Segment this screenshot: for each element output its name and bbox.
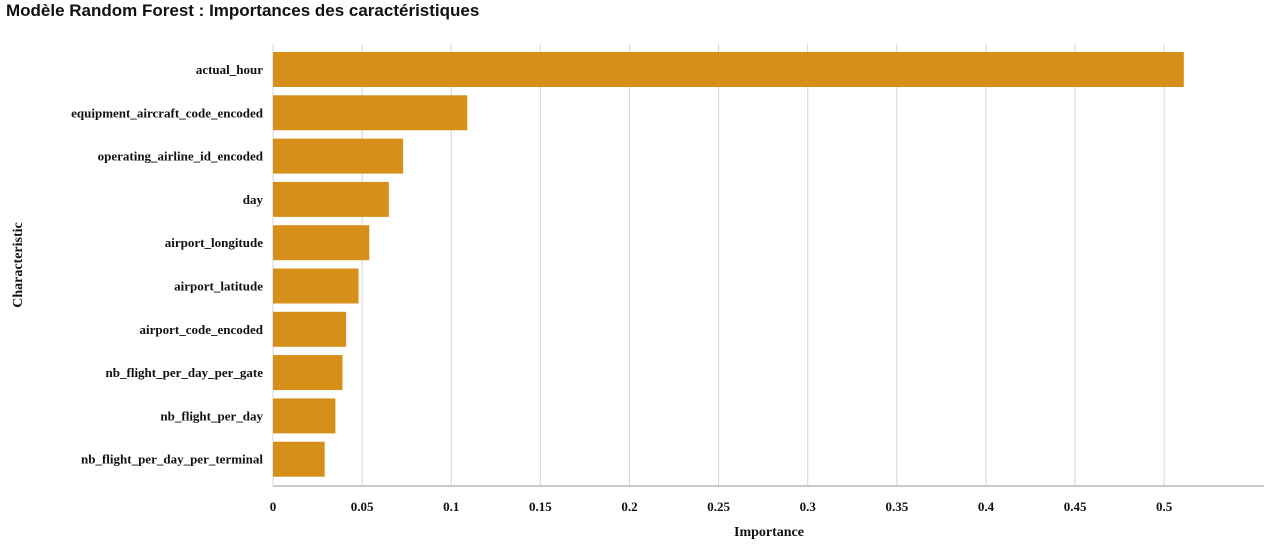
bar	[273, 52, 1184, 87]
category-label: nb_flight_per_day_per_terminal	[81, 452, 263, 467]
x-tick-label: 0.3	[800, 499, 817, 514]
bar	[273, 138, 404, 174]
category-label: airport_code_encoded	[140, 322, 264, 337]
bar	[273, 311, 347, 347]
x-tick-label: 0.35	[885, 499, 908, 514]
x-tick-label: 0.1	[443, 499, 459, 514]
bar	[273, 441, 325, 477]
x-tick-label: 0	[270, 499, 277, 514]
bar	[273, 268, 359, 304]
x-tick-label: 0.05	[351, 499, 374, 514]
category-label: equipment_aircraft_code_encoded	[71, 105, 264, 120]
category-label: airport_latitude	[174, 279, 263, 294]
y-axis-title: Characteristic	[11, 222, 26, 308]
x-tick-label: 0.2	[621, 499, 637, 514]
x-tick-label: 0.4	[978, 499, 995, 514]
chart-title: Modèle Random Forest : Importances des c…	[6, 1, 480, 20]
category-label: nb_flight_per_day_per_gate	[106, 365, 264, 380]
bar	[273, 181, 389, 217]
category-label: airport_longitude	[165, 235, 263, 250]
bars	[273, 52, 1184, 477]
category-label: actual_hour	[196, 62, 263, 77]
x-tick-label: 0.25	[707, 499, 730, 514]
x-axis-title: Importance	[734, 525, 804, 540]
x-tick-label: 0.45	[1064, 499, 1087, 514]
bar	[273, 225, 370, 261]
bar	[273, 398, 336, 434]
category-label: day	[243, 192, 264, 207]
bar	[273, 95, 468, 131]
category-labels: actual_hour equipment_aircraft_code_encod…	[71, 62, 264, 467]
category-label: operating_airline_id_encoded	[98, 149, 264, 164]
x-tick-label: 0.15	[529, 499, 552, 514]
x-tick-label: 0.5	[1156, 499, 1173, 514]
bar	[273, 355, 343, 391]
category-label: nb_flight_per_day	[160, 408, 263, 423]
x-tick-labels: 0 0.05 0.1 0.15 0.2 0.25 0.3 0.35 0.4 0.45 0.5	[270, 499, 1173, 514]
